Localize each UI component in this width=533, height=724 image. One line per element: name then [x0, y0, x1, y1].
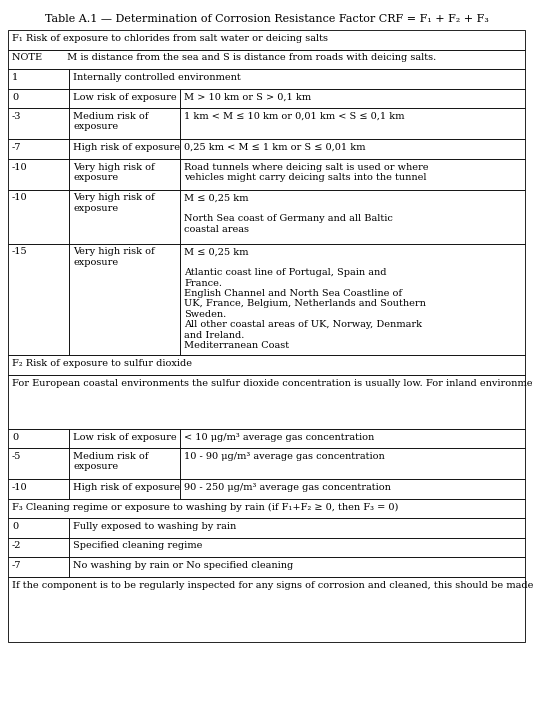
Bar [8, 537, 69, 557]
Bar [8, 557, 69, 576]
Text: Low risk of exposure: Low risk of exposure [73, 93, 176, 101]
Bar [69, 557, 525, 576]
Text: -7: -7 [12, 143, 21, 152]
Bar [8, 88, 69, 108]
Bar [8, 69, 69, 88]
Bar [8, 576, 525, 642]
Bar [69, 139, 180, 159]
Text: If the component is to be regularly inspected for any signs of corrosion and cle: If the component is to be regularly insp… [12, 581, 533, 589]
Bar [180, 243, 525, 355]
Bar [8, 190, 69, 243]
Text: No washing by rain or No specified cleaning: No washing by rain or No specified clean… [73, 561, 293, 570]
Bar [69, 88, 180, 108]
Text: F₂ Risk of exposure to sulfur dioxide: F₂ Risk of exposure to sulfur dioxide [12, 359, 192, 368]
Text: Internally controlled environment: Internally controlled environment [73, 73, 241, 82]
Bar [69, 448, 180, 479]
Text: High risk of exposure: High risk of exposure [73, 143, 180, 152]
Bar [8, 159, 69, 190]
Bar [8, 30, 525, 49]
Text: 1 km < M ≤ 10 km or 0,01 km < S ≤ 0,1 km: 1 km < M ≤ 10 km or 0,01 km < S ≤ 0,1 km [184, 112, 405, 121]
Bar [8, 499, 525, 518]
Text: F₃ Cleaning regime or exposure to washing by rain (if F₁+F₂ ≥ 0, then F₃ = 0): F₃ Cleaning regime or exposure to washin… [12, 502, 398, 512]
Bar [8, 374, 525, 429]
Text: Road tunnels where deicing salt is used or where
vehicles might carry deicing sa: Road tunnels where deicing salt is used … [184, 162, 429, 182]
Text: -7: -7 [12, 561, 21, 570]
Bar [69, 159, 180, 190]
Text: Medium risk of
exposure: Medium risk of exposure [73, 112, 148, 131]
Bar [8, 479, 69, 499]
Bar [69, 479, 180, 499]
Text: Very high risk of
exposure: Very high risk of exposure [73, 193, 155, 213]
Bar [69, 243, 180, 355]
Bar [8, 355, 525, 374]
Bar [69, 69, 525, 88]
Bar [8, 243, 69, 355]
Bar [180, 88, 525, 108]
Text: 0: 0 [12, 93, 18, 101]
Text: 0,25 km < M ≤ 1 km or S ≤ 0,01 km: 0,25 km < M ≤ 1 km or S ≤ 0,01 km [184, 143, 366, 152]
Bar [180, 190, 525, 243]
Bar [180, 479, 525, 499]
Text: -3: -3 [12, 112, 21, 121]
Text: -10: -10 [12, 483, 28, 492]
Text: For European coastal environments the sulfur dioxide concentration is usually lo: For European coastal environments the su… [12, 379, 533, 387]
Text: High risk of exposure: High risk of exposure [73, 483, 180, 492]
Text: Specified cleaning regime: Specified cleaning regime [73, 542, 203, 550]
Bar [8, 448, 69, 479]
Bar [180, 429, 525, 448]
Text: 0: 0 [12, 522, 18, 531]
Text: Very high risk of
exposure: Very high risk of exposure [73, 248, 155, 267]
Bar [8, 139, 69, 159]
Bar [180, 139, 525, 159]
Text: Very high risk of
exposure: Very high risk of exposure [73, 162, 155, 182]
Text: M ≤ 0,25 km

North Sea coast of Germany and all Baltic
coastal areas: M ≤ 0,25 km North Sea coast of Germany a… [184, 193, 393, 234]
Text: 90 - 250 μg/m³ average gas concentration: 90 - 250 μg/m³ average gas concentration [184, 483, 391, 492]
Text: NOTE        M is distance from the sea and S is distance from roads with deicing: NOTE M is distance from the sea and S is… [12, 54, 436, 62]
Bar [180, 159, 525, 190]
Text: Fully exposed to washing by rain: Fully exposed to washing by rain [73, 522, 236, 531]
Bar [69, 429, 180, 448]
Text: -15: -15 [12, 248, 28, 256]
Text: -5: -5 [12, 452, 21, 461]
Text: F₁ Risk of exposure to chlorides from salt water or deicing salts: F₁ Risk of exposure to chlorides from sa… [12, 34, 328, 43]
Text: 1: 1 [12, 73, 18, 82]
Bar [69, 108, 180, 139]
Bar [8, 108, 69, 139]
Text: -2: -2 [12, 542, 21, 550]
Text: 0: 0 [12, 432, 18, 442]
Text: 10 - 90 μg/m³ average gas concentration: 10 - 90 μg/m³ average gas concentration [184, 452, 385, 461]
Bar [69, 537, 525, 557]
Text: < 10 μg/m³ average gas concentration: < 10 μg/m³ average gas concentration [184, 432, 374, 442]
Text: M > 10 km or S > 0,1 km: M > 10 km or S > 0,1 km [184, 93, 311, 101]
Bar [180, 108, 525, 139]
Bar [180, 448, 525, 479]
Bar [69, 190, 180, 243]
Bar [8, 49, 525, 69]
Text: Low risk of exposure: Low risk of exposure [73, 432, 176, 442]
Bar [8, 429, 69, 448]
Text: M ≤ 0,25 km

Atlantic coast line of Portugal, Spain and
France.
English Channel : M ≤ 0,25 km Atlantic coast line of Portu… [184, 248, 426, 350]
Bar [69, 518, 525, 537]
Text: Table A.1 — Determination of Corrosion Resistance Factor CRF = F₁ + F₂ + F₃: Table A.1 — Determination of Corrosion R… [45, 14, 488, 24]
Bar [8, 518, 69, 537]
Text: -10: -10 [12, 162, 28, 172]
Text: Medium risk of
exposure: Medium risk of exposure [73, 452, 148, 471]
Text: -10: -10 [12, 193, 28, 203]
